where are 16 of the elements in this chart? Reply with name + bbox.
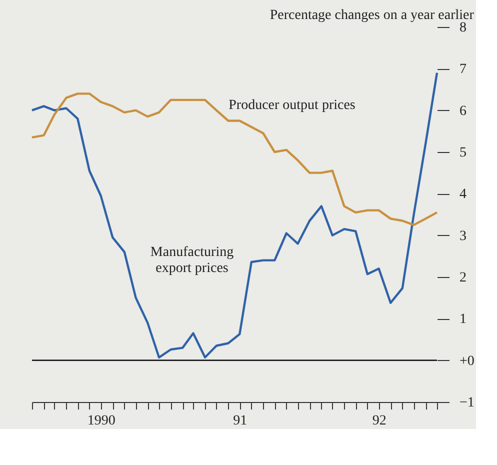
y-tick-label: −1 xyxy=(460,396,474,410)
y-tick-label: 2 xyxy=(460,270,466,286)
x-tick-label: 1990 xyxy=(87,414,116,428)
series-label: Producer output prices xyxy=(228,98,356,113)
y-tick-label: 8 xyxy=(460,20,466,36)
y-tick-label: 1 xyxy=(460,312,466,328)
y-tick-label: 7 xyxy=(460,62,466,78)
y-tick-label: 5 xyxy=(460,146,466,160)
y-tick-label: 4 xyxy=(460,187,466,202)
x-tick-label: 91 xyxy=(233,414,248,428)
series-label: Manufacturing export prices xyxy=(150,245,234,276)
y-tick-label: +0 xyxy=(460,354,474,369)
chart-title: Percentage changes on a year earlier xyxy=(270,8,474,23)
x-tick-label: 92 xyxy=(372,414,386,428)
y-tick-label: 6 xyxy=(460,104,466,119)
y-tick-label: 3 xyxy=(460,228,466,244)
